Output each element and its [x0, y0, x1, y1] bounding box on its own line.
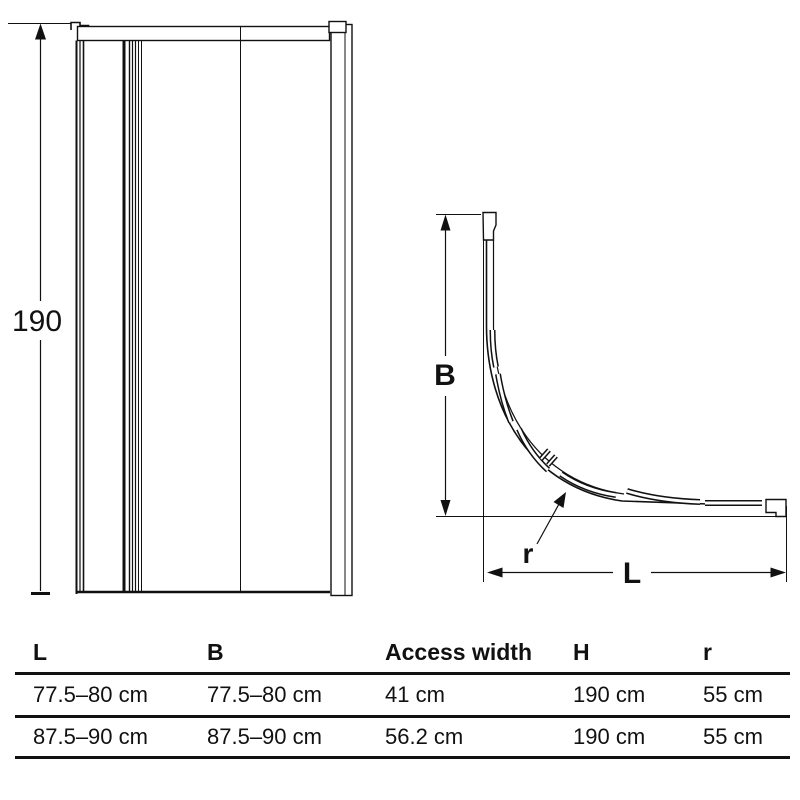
arrow-up-icon — [35, 23, 46, 40]
elevation-height-dimension-label: 190 — [12, 305, 62, 338]
arrow-up-icon — [440, 214, 451, 231]
sliding-panel-segment — [517, 428, 550, 472]
sliding-panel-segment — [491, 329, 498, 368]
top-wall-profile — [482, 211, 497, 241]
dimensions-table: L B Access width H r 77.5–80 cm 77.5–80 … — [15, 632, 790, 759]
door-right-post — [330, 23, 353, 597]
handle-tick — [540, 449, 550, 460]
column-header-r: r — [703, 638, 712, 665]
cell-l-value: 87.5–90 cm — [33, 724, 148, 749]
curved-track-inner-line — [492, 240, 625, 495]
column-header-access-width: Access width — [385, 638, 532, 665]
sliding-panel-segment — [560, 472, 617, 497]
arrow-down-icon — [440, 500, 451, 516]
cell-b-value: 87.5–90 cm — [207, 724, 322, 749]
cell-access-width-value: 56.2 cm — [385, 724, 464, 749]
table-row: 77.5–80 cm 77.5–80 cm 41 cm 190 cm 55 cm — [15, 675, 790, 718]
arrow-right-icon — [770, 567, 786, 578]
door-top-rail — [76, 25, 331, 42]
plan-view-drawing: B L r — [434, 211, 787, 590]
arrow-left-icon — [487, 567, 503, 578]
plan-b-dimension-label: B — [434, 359, 456, 392]
curved-track-outer-line — [485, 240, 709, 505]
plan-l-dimension-label: L — [623, 557, 641, 590]
handle-tick — [547, 455, 557, 466]
arrow-up-right-icon — [553, 492, 566, 508]
cell-b-value: 77.5–80 cm — [207, 682, 322, 707]
cell-l-value: 77.5–80 cm — [33, 682, 148, 707]
table-header-row: L B Access width H r — [15, 632, 790, 675]
right-wall-profile — [765, 498, 787, 518]
cell-r-value: 55 cm — [703, 724, 763, 749]
column-header-b: B — [207, 638, 224, 665]
r-leader-line — [536, 503, 560, 545]
cell-h-value: 190 cm — [573, 682, 646, 707]
sliding-panel-segment — [496, 373, 513, 423]
cell-h-value: 190 cm — [573, 724, 646, 749]
plan-r-dimension-label: r — [523, 538, 534, 569]
column-header-h: H — [573, 638, 590, 665]
cell-access-width-value: 41 cm — [385, 682, 445, 707]
elevation-view-drawing: 190 — [8, 20, 353, 597]
column-header-l: L — [33, 638, 48, 665]
drawings-svg: 190 — [8, 20, 787, 597]
sliding-panel-segment — [626, 489, 701, 504]
right-post-cap — [328, 20, 347, 34]
cell-r-value: 55 cm — [703, 682, 763, 707]
table-row: 87.5–90 cm 87.5–90 cm 56.2 cm 190 cm 55 … — [15, 718, 790, 759]
